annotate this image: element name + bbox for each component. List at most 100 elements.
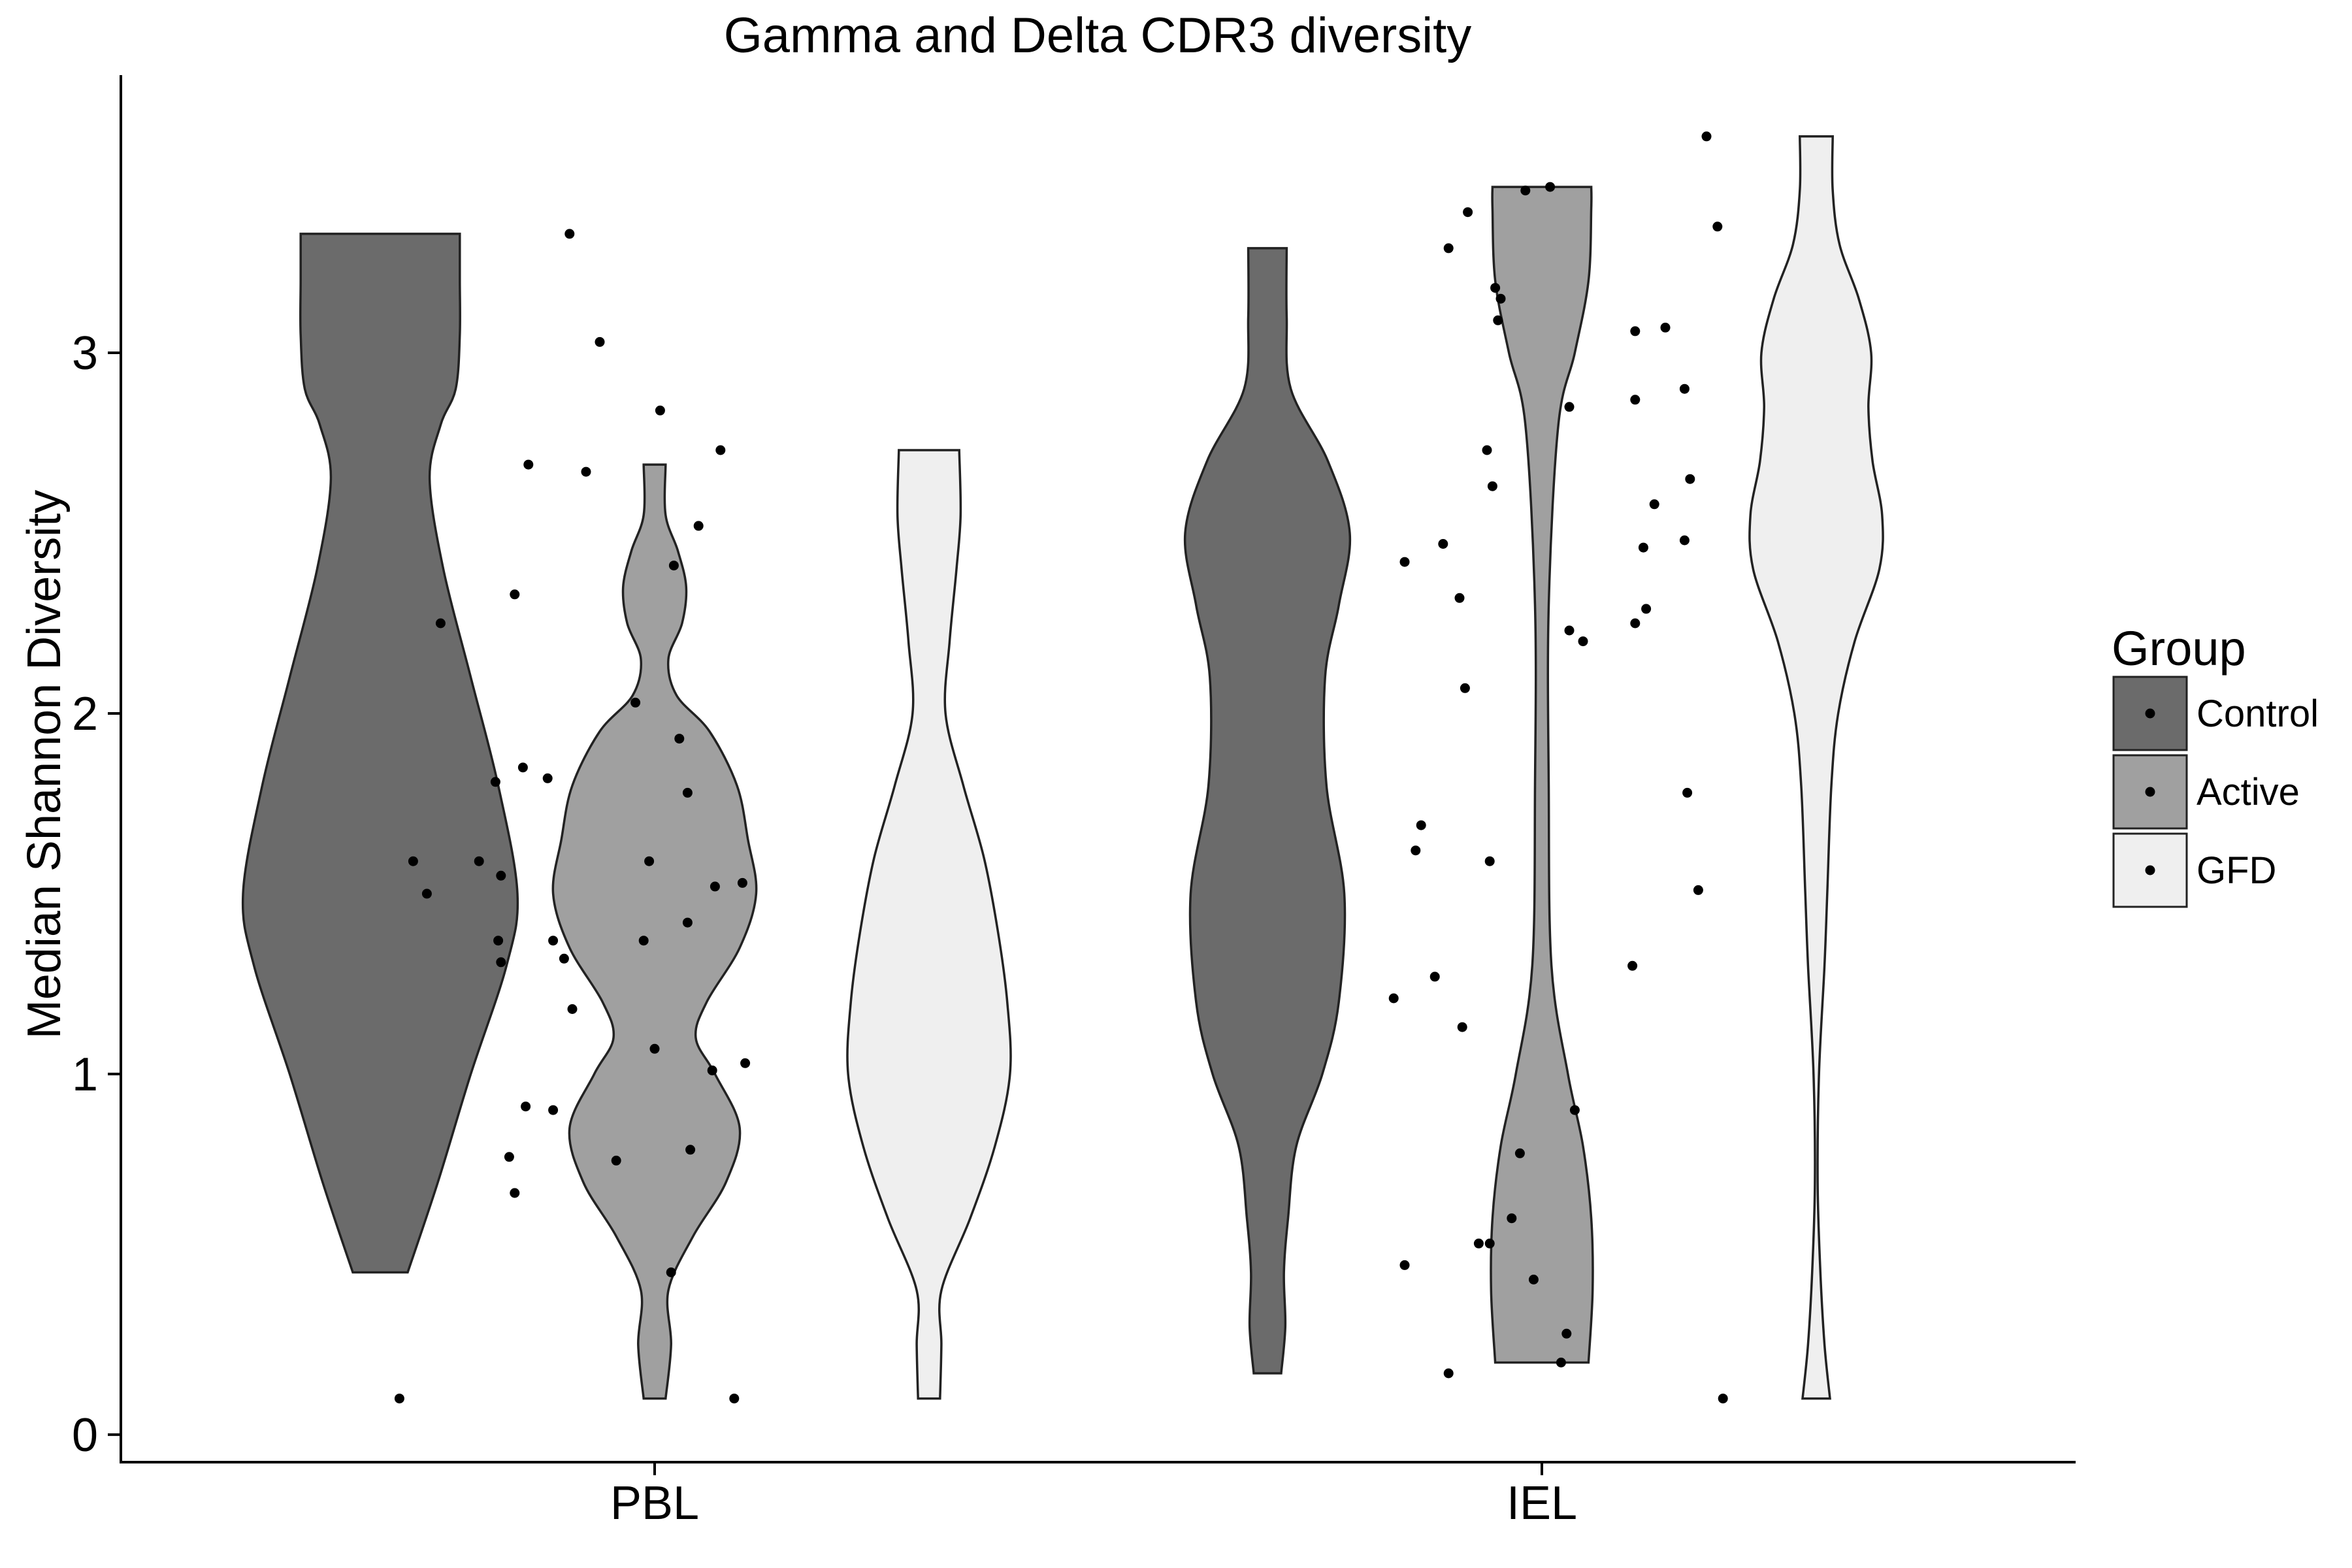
legend-key-point-control	[2145, 708, 2155, 719]
y-axis-title: Median Shannon Diversity	[18, 490, 71, 1039]
data-point-iel-active-0	[1463, 207, 1473, 218]
legend-label-control: Control	[2197, 693, 2319, 735]
data-point-pbl-gfd-3	[674, 734, 685, 744]
x-tick-label-iel: IEL	[1507, 1477, 1577, 1529]
data-point-iel-gfd-9	[1679, 384, 1690, 394]
legend-label-active: Active	[2197, 771, 2300, 813]
data-point-iel-control-5	[1429, 972, 1440, 982]
data-point-pbl-gfd-0	[638, 936, 649, 946]
data-point-pbl-control-6	[611, 1155, 621, 1166]
data-point-pbl-active-12	[523, 459, 534, 470]
legend: Group Control Active GFD	[2112, 621, 2319, 908]
data-point-iel-active-4	[1495, 293, 1506, 304]
data-point-iel-gfd-3	[1630, 395, 1641, 405]
data-point-pbl-gfd-10	[737, 877, 747, 888]
data-point-pbl-control-13	[666, 1267, 676, 1277]
data-point-pbl-active-6	[493, 936, 504, 946]
data-point-pbl-gfd-11	[740, 1058, 751, 1068]
data-point-iel-active-8	[1528, 1275, 1539, 1284]
data-point-iel-gfd-1	[1630, 618, 1641, 629]
data-point-iel-gfd-5	[1641, 604, 1652, 614]
data-point-iel-control-7	[1443, 243, 1454, 253]
x-ticks: PBL IEL	[610, 1462, 1577, 1529]
data-points-layer	[394, 131, 1728, 1404]
violin-pbl-gfd	[846, 449, 1012, 1400]
data-point-pbl-active-9	[510, 1188, 520, 1198]
x-tick-label-pbl: PBL	[610, 1477, 699, 1529]
data-point-pbl-gfd-7	[710, 881, 720, 892]
data-point-iel-gfd-0	[1627, 960, 1638, 971]
data-point-iel-active-14	[1569, 1105, 1580, 1115]
data-point-iel-control-13	[1482, 445, 1492, 455]
data-point-iel-control-0	[1388, 993, 1399, 1004]
data-point-iel-control-8	[1443, 1368, 1454, 1379]
data-point-iel-control-6	[1438, 539, 1448, 549]
data-point-pbl-gfd-8	[715, 445, 726, 455]
data-point-iel-active-3	[1493, 315, 1503, 325]
violins-layer	[241, 135, 1884, 1400]
chart-title: Gamma and Delta CDR3 diversity	[724, 8, 1472, 63]
data-point-pbl-control-9	[644, 856, 655, 866]
data-point-iel-active-6	[1514, 1148, 1525, 1158]
y-ticks: 0 1 2 3	[72, 327, 121, 1462]
violin-iel-active	[1490, 186, 1594, 1364]
data-point-pbl-active-4	[474, 856, 484, 866]
data-point-iel-gfd-11	[1685, 474, 1695, 484]
legend-key-point-active	[2145, 787, 2155, 797]
data-point-pbl-active-7	[496, 957, 506, 968]
data-point-pbl-control-3	[559, 953, 569, 964]
data-point-iel-gfd-4	[1638, 542, 1648, 553]
y-tick-label-3: 3	[72, 327, 98, 380]
data-point-pbl-active-8	[504, 1152, 514, 1162]
data-point-iel-gfd-12	[1693, 885, 1703, 895]
data-point-iel-control-4	[1416, 820, 1426, 830]
data-point-pbl-gfd-9	[729, 1394, 740, 1404]
violin-iel-gfd	[1748, 135, 1884, 1400]
data-point-pbl-control-0	[496, 870, 506, 881]
data-point-pbl-control-5	[595, 336, 605, 347]
data-point-iel-gfd-10	[1682, 787, 1693, 798]
data-point-iel-active-12	[1564, 625, 1575, 636]
data-point-pbl-active-5	[490, 777, 500, 787]
y-tick-label-0: 0	[72, 1409, 98, 1462]
data-point-pbl-gfd-1	[649, 1043, 660, 1054]
data-point-iel-gfd-13	[1701, 131, 1712, 142]
data-point-iel-active-7	[1520, 186, 1531, 196]
data-point-pbl-control-12	[564, 229, 575, 239]
data-point-pbl-gfd-4	[685, 1145, 696, 1155]
data-point-iel-gfd-6	[1649, 499, 1659, 510]
data-point-iel-control-11	[1460, 683, 1470, 693]
data-point-iel-control-12	[1473, 1238, 1484, 1249]
data-point-iel-gfd-8	[1679, 535, 1690, 546]
data-point-iel-gfd-14	[1712, 221, 1723, 232]
data-point-pbl-gfd-6	[707, 1065, 717, 1075]
data-point-iel-control-2	[1399, 557, 1410, 567]
data-point-iel-control-15	[1484, 856, 1495, 866]
data-point-iel-gfd-7	[1660, 322, 1671, 333]
data-point-pbl-gfd-5	[693, 521, 704, 531]
data-point-pbl-control-2	[521, 1102, 531, 1112]
data-point-pbl-active-15	[548, 1105, 559, 1115]
data-point-iel-active-1	[1484, 1238, 1495, 1249]
data-point-iel-active-9	[1545, 182, 1556, 192]
data-point-iel-active-15	[1578, 636, 1588, 647]
y-tick-label-1: 1	[72, 1049, 98, 1101]
data-point-iel-control-10	[1457, 1022, 1467, 1032]
data-point-pbl-active-11	[517, 762, 528, 773]
data-point-iel-active-5	[1507, 1213, 1517, 1224]
data-point-pbl-control-7	[630, 697, 641, 708]
data-point-iel-active-13	[1564, 402, 1575, 412]
data-point-iel-active-2	[1490, 283, 1501, 293]
data-point-pbl-active-3	[435, 618, 446, 629]
data-point-iel-gfd-2	[1630, 326, 1641, 336]
data-point-pbl-active-13	[542, 773, 553, 783]
data-point-pbl-control-10	[682, 787, 693, 798]
violin-pbl-control	[241, 233, 519, 1274]
data-point-pbl-active-10	[510, 589, 520, 600]
data-point-pbl-active-14	[548, 936, 559, 946]
data-point-pbl-control-4	[567, 1004, 578, 1014]
data-point-pbl-control-11	[682, 917, 693, 928]
data-point-iel-control-3	[1411, 845, 1421, 856]
legend-label-gfd: GFD	[2197, 849, 2276, 892]
data-point-pbl-active-2	[394, 1394, 404, 1404]
